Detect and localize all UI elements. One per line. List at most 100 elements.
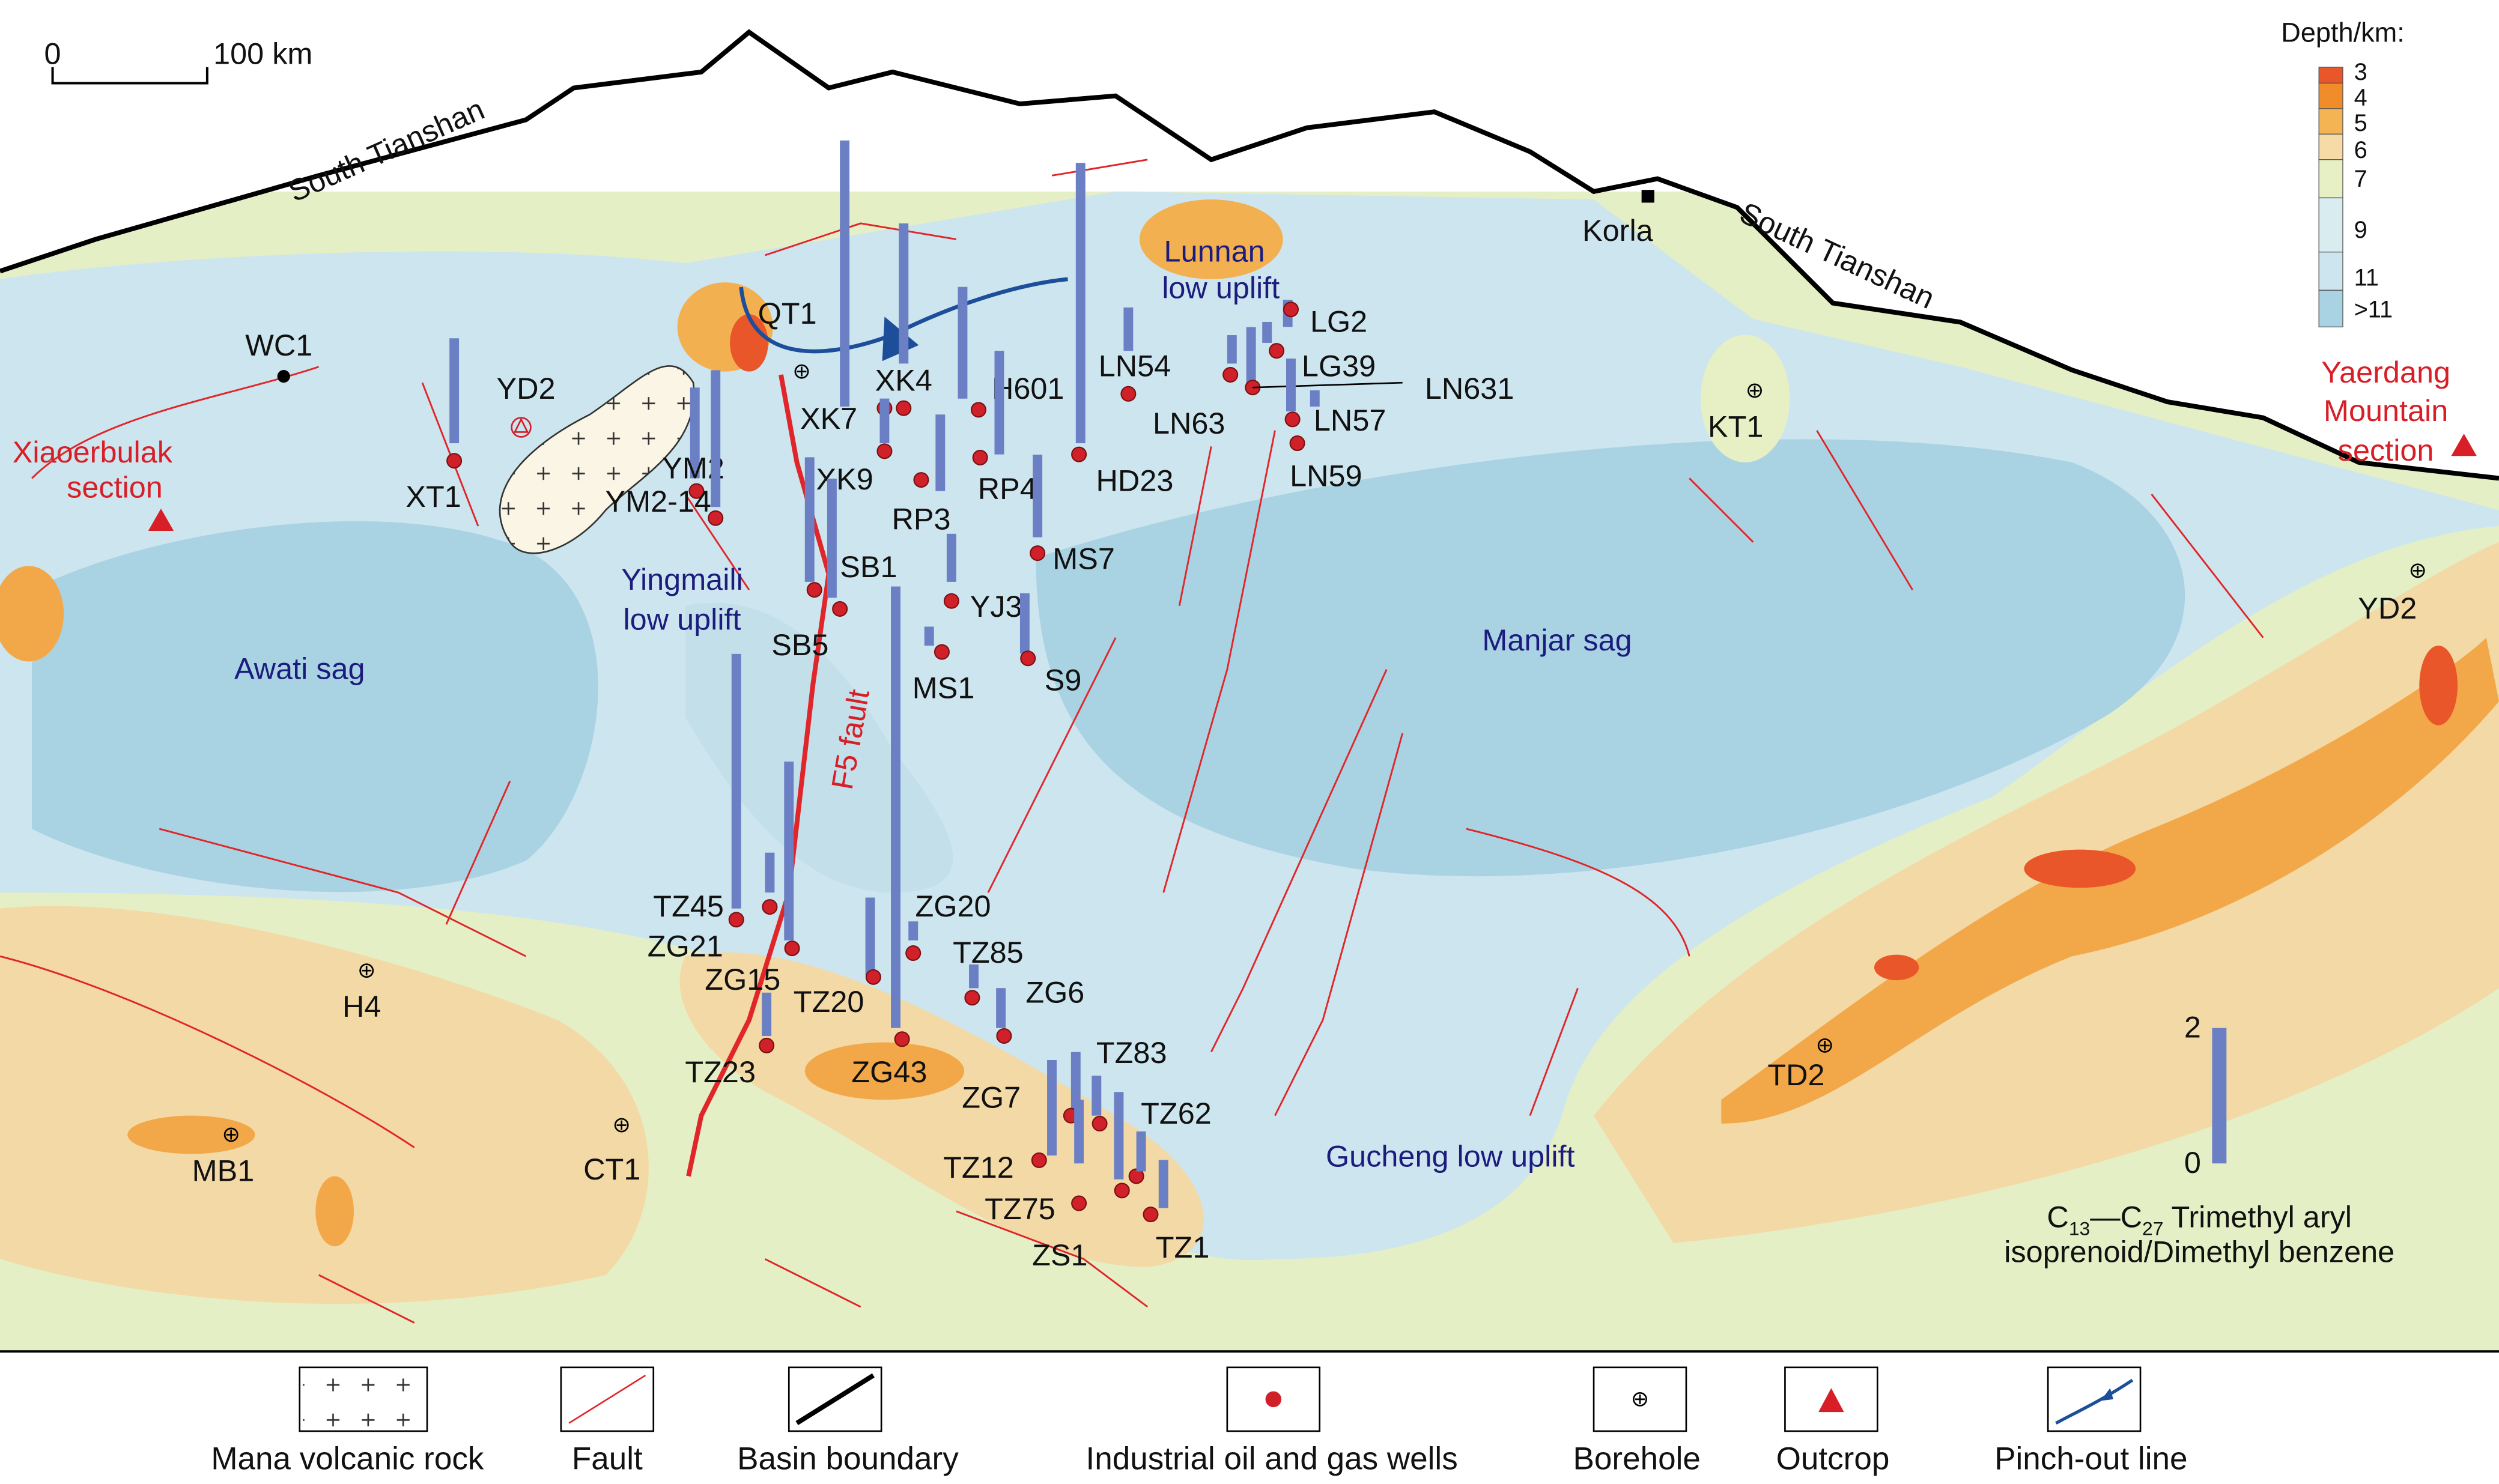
- well-marker: [913, 472, 929, 488]
- depth-swatch: [2318, 67, 2343, 84]
- well-bar: [1227, 335, 1237, 364]
- well-bar: [891, 586, 900, 1028]
- well-label: XK7: [800, 401, 857, 435]
- well-bar: [804, 457, 815, 582]
- well-label: TZ20: [794, 984, 864, 1019]
- borehole-marker: [359, 963, 374, 978]
- borehole-marker: [226, 1130, 236, 1140]
- well-marker: [708, 510, 724, 526]
- borehole-marker: [1747, 383, 1762, 398]
- well-marker: [688, 483, 705, 499]
- well-label: LN59: [1290, 459, 1362, 493]
- well-label: LN57: [1314, 403, 1386, 437]
- well-bar: [1114, 1092, 1124, 1180]
- leader-line: [1253, 381, 1403, 389]
- region-label: Manjar sag: [1482, 623, 1632, 657]
- well-marker: [1283, 301, 1299, 318]
- city-label: Korla: [1582, 213, 1654, 247]
- depth-label: 4: [2354, 85, 2367, 111]
- well-bar: [935, 414, 946, 491]
- wells: XT1YM2YM2-14XK7XK4XK9SB1SB5RP3H601RP4MS7…: [192, 140, 2425, 1272]
- well-bar: [449, 338, 460, 444]
- well-bar: [1158, 1160, 1168, 1208]
- well-label: RP3: [891, 501, 950, 536]
- well-label: TZ83: [1096, 1035, 1167, 1070]
- well-marker: [1031, 1152, 1047, 1168]
- depth-label: 6: [2354, 137, 2367, 163]
- well-label: RP4: [978, 471, 1037, 506]
- well-bar: [840, 140, 850, 407]
- well-bar: [731, 653, 741, 909]
- well-marker: [759, 1037, 775, 1053]
- depth-label: 9: [2354, 217, 2367, 243]
- legend-bar: [2212, 1028, 2227, 1164]
- well-marker: [970, 402, 986, 418]
- legend-label: Pinch-out line: [1994, 1441, 2187, 1477]
- well-bar: [1070, 1052, 1081, 1116]
- well-bar: [827, 478, 837, 598]
- well-marker: [1092, 1115, 1108, 1131]
- legend-label: Mana volcanic rock: [211, 1441, 484, 1477]
- outcrop-marker: [148, 508, 174, 531]
- borehole-marker: [797, 366, 807, 377]
- depth-label: 5: [2354, 110, 2367, 136]
- well-label: ZG7: [962, 1080, 1021, 1114]
- depth-label: 7: [2354, 166, 2367, 192]
- scale-end: 100 km: [213, 37, 312, 71]
- well-bar: [711, 370, 721, 507]
- well-bar: [994, 351, 1004, 455]
- borehole-marker: [362, 966, 372, 976]
- well-label: TZ12: [943, 1150, 1014, 1184]
- well-label: TZ45: [653, 889, 724, 923]
- well-bar: [690, 387, 700, 479]
- outcrop-label: section: [2338, 433, 2434, 467]
- borehole-label: CT1: [583, 1152, 640, 1186]
- borehole-marker: [614, 1118, 629, 1133]
- legend-label: Basin boundary: [737, 1441, 959, 1477]
- well-bar: [765, 852, 775, 893]
- well-marker: [1114, 1183, 1130, 1199]
- well-marker: [1222, 366, 1239, 383]
- well-label: SB1: [840, 550, 897, 584]
- well-label: XK9: [816, 462, 873, 496]
- well-bar: [924, 626, 934, 646]
- borehole-label: TD2: [1767, 1058, 1824, 1092]
- well-marker: [894, 1031, 910, 1047]
- legend: Mana volcanic rock Fault Basin boundary Ind…: [0, 1350, 2499, 1477]
- well-label: ZG20: [915, 889, 991, 923]
- well-bar: [1092, 1076, 1102, 1116]
- well-label: MS7: [1052, 542, 1115, 576]
- bar-caption: C13—C27 Trimethyl aryl: [2047, 1199, 2352, 1239]
- outcrop-label: YD2: [496, 371, 555, 405]
- depth-swatch: [2318, 159, 2343, 199]
- borehole-label: QT1: [758, 296, 817, 330]
- region-label: low uplift: [1162, 271, 1280, 305]
- well-marker: [832, 601, 848, 617]
- outcrop-label: Mountain: [2324, 393, 2448, 428]
- depth-label: 11: [2354, 264, 2379, 291]
- borehole-marker: [616, 1120, 627, 1130]
- region-label: Awati sag: [234, 652, 365, 686]
- well-marker: [905, 945, 922, 962]
- depth-label: >11: [2354, 296, 2393, 323]
- depth-swatch: [2318, 108, 2343, 135]
- well-marker: [728, 912, 744, 928]
- well-marker: [1269, 343, 1285, 359]
- well-label: ZS1: [1032, 1238, 1087, 1272]
- borehole-marker: [1820, 1040, 1830, 1050]
- well-marker: [896, 400, 912, 416]
- depth-label: 3: [2354, 59, 2367, 85]
- well-label: LG2: [1310, 304, 1367, 338]
- outcrop-marker: [2451, 434, 2477, 456]
- well-marker: [784, 940, 800, 957]
- well-bar: [996, 988, 1006, 1028]
- well-bar: [1286, 359, 1296, 411]
- well-label: TZ85: [953, 935, 1024, 969]
- region-label: Gucheng low uplift: [1326, 1139, 1575, 1174]
- well-bar: [1074, 1100, 1084, 1164]
- well-marker: [865, 969, 881, 985]
- well-bar: [1246, 327, 1256, 383]
